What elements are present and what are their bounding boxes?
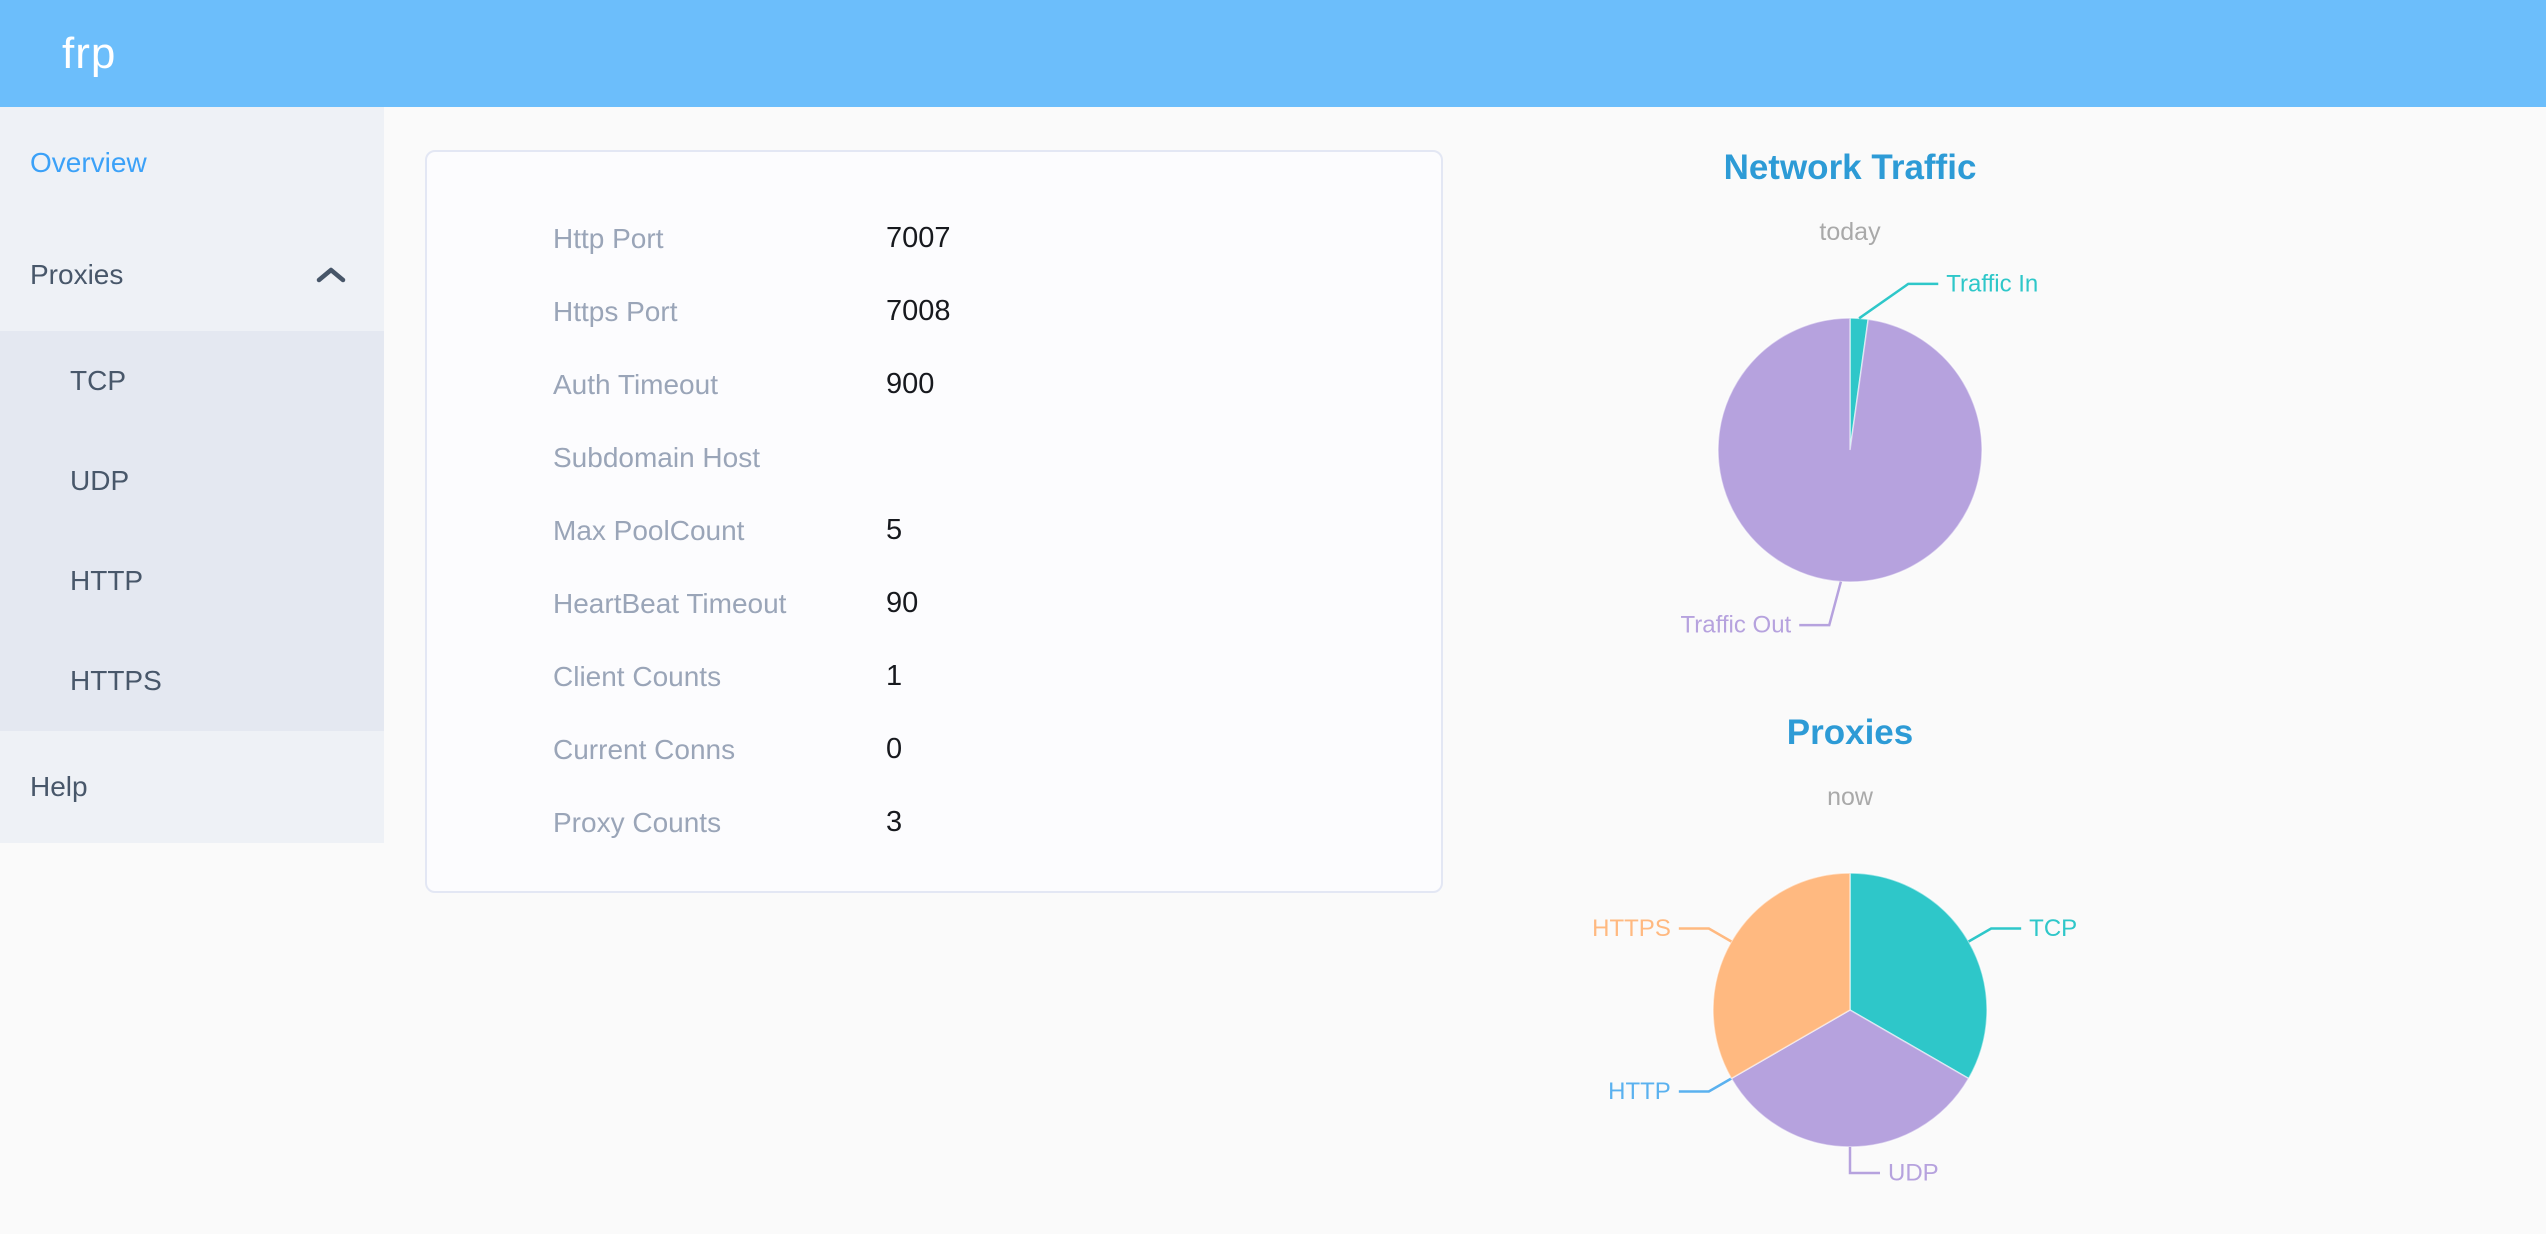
config-label: Client Counts: [553, 660, 722, 692]
config-value: 1: [886, 660, 903, 692]
config-row: Auth Timeout 900: [427, 348, 1441, 421]
sidebar-item-label: UDP: [70, 465, 130, 496]
config-label: Http Port: [553, 222, 664, 254]
config-row: Proxy Counts 3: [427, 786, 1441, 859]
chart-subtitle: today: [1819, 218, 1881, 246]
pie-label-line-traffic-in: [1858, 282, 1939, 320]
pie-slice-label-http: HTTP: [1608, 1078, 1671, 1105]
config-row: Http Port 7007: [427, 202, 1441, 275]
config-row: Client Counts 1: [427, 640, 1441, 713]
sidebar-item-proxies[interactable]: Proxies: [0, 219, 384, 331]
config-value: 0: [886, 733, 903, 765]
config-value: 7008: [886, 295, 951, 327]
pie-slice-label-tcp: TCP: [2029, 915, 2077, 942]
config-row: Subdomain Host: [427, 421, 1441, 494]
proxies-chart: Proxies now TCP UDP HTTP HTTPS: [1450, 705, 2250, 1234]
sidebar-item-label: Help: [30, 771, 88, 802]
config-label: Subdomain Host: [553, 441, 761, 473]
pie-slice-label-udp: UDP: [1888, 1160, 1939, 1187]
pie-slice-label-traffic-in: Traffic In: [1946, 270, 2038, 297]
chart-title: Proxies: [1786, 713, 1914, 752]
config-label: Proxy Counts: [553, 806, 722, 838]
sidebar-item-label: Proxies: [30, 259, 124, 290]
config-label: Max PoolCount: [553, 514, 745, 546]
pie-label-line-traffic-out: [1799, 581, 1843, 627]
config-value: 90: [886, 587, 919, 619]
app-header: frp: [0, 0, 2546, 107]
config-row: Max PoolCount 5: [427, 494, 1441, 567]
chart-title: Network Traffic: [1723, 148, 1977, 187]
app-logo: frp: [62, 28, 117, 78]
server-info-rows: Http Port 7007 Https Port 7008 Auth Time…: [427, 152, 1441, 859]
config-label: Current Conns: [553, 733, 736, 765]
pie-label-line-tcp: [1968, 927, 2022, 943]
pie-slice-https[interactable]: [1712, 872, 1851, 1080]
proxies-pie: TCP UDP HTTP HTTPS: [1592, 872, 2077, 1187]
charts-column: Network Traffic today Traffic In Traffic …: [1450, 140, 2250, 1234]
config-value: 7007: [886, 222, 951, 254]
sidebar-item-http[interactable]: HTTP: [0, 531, 384, 631]
sidebar-item-label: HTTPS: [70, 665, 162, 696]
config-label: HeartBeat Timeout: [553, 587, 787, 619]
pie-slice-label-https: HTTPS: [1592, 915, 1671, 942]
server-info-card: Http Port 7007 Https Port 7008 Auth Time…: [425, 150, 1443, 893]
pie-slice-traffic-out[interactable]: [1717, 317, 1983, 583]
config-row: Https Port 7008: [427, 275, 1441, 348]
proxies-submenu: TCP UDP HTTP HTTPS: [0, 331, 384, 731]
config-value: 900: [886, 368, 935, 400]
sidebar-item-overview[interactable]: Overview: [0, 107, 384, 219]
pie-slice-label-traffic-out: Traffic Out: [1681, 612, 1792, 639]
sidebar-item-label: Overview: [30, 147, 147, 178]
config-row: HeartBeat Timeout 90: [427, 567, 1441, 640]
sidebar-item-help[interactable]: Help: [0, 731, 384, 843]
config-label: Auth Timeout: [553, 368, 718, 400]
network-traffic-chart: Network Traffic today Traffic In Traffic …: [1450, 140, 2250, 700]
config-value: 3: [886, 806, 903, 838]
chart-subtitle: now: [1827, 783, 1873, 811]
sidebar-item-tcp[interactable]: TCP: [0, 331, 384, 431]
pie-label-line-http: [1678, 1077, 1732, 1093]
sidebar-item-label: HTTP: [70, 565, 144, 596]
sidebar-nav: Overview Proxies TCP UDP HTTP HTTPS Help: [0, 107, 384, 843]
pie-label-line-https: [1678, 927, 1732, 943]
config-row: Current Conns 0: [427, 713, 1441, 786]
sidebar-item-label: TCP: [70, 365, 126, 396]
sidebar-item-https[interactable]: HTTPS: [0, 631, 384, 731]
config-label: Https Port: [553, 295, 678, 327]
config-value: 5: [886, 514, 903, 546]
pie-label-line-udp: [1848, 1147, 1880, 1175]
network-traffic-pie: Traffic In Traffic Out: [1681, 270, 2039, 639]
chevron-up-icon: [316, 267, 346, 283]
sidebar-item-udp[interactable]: UDP: [0, 431, 384, 531]
